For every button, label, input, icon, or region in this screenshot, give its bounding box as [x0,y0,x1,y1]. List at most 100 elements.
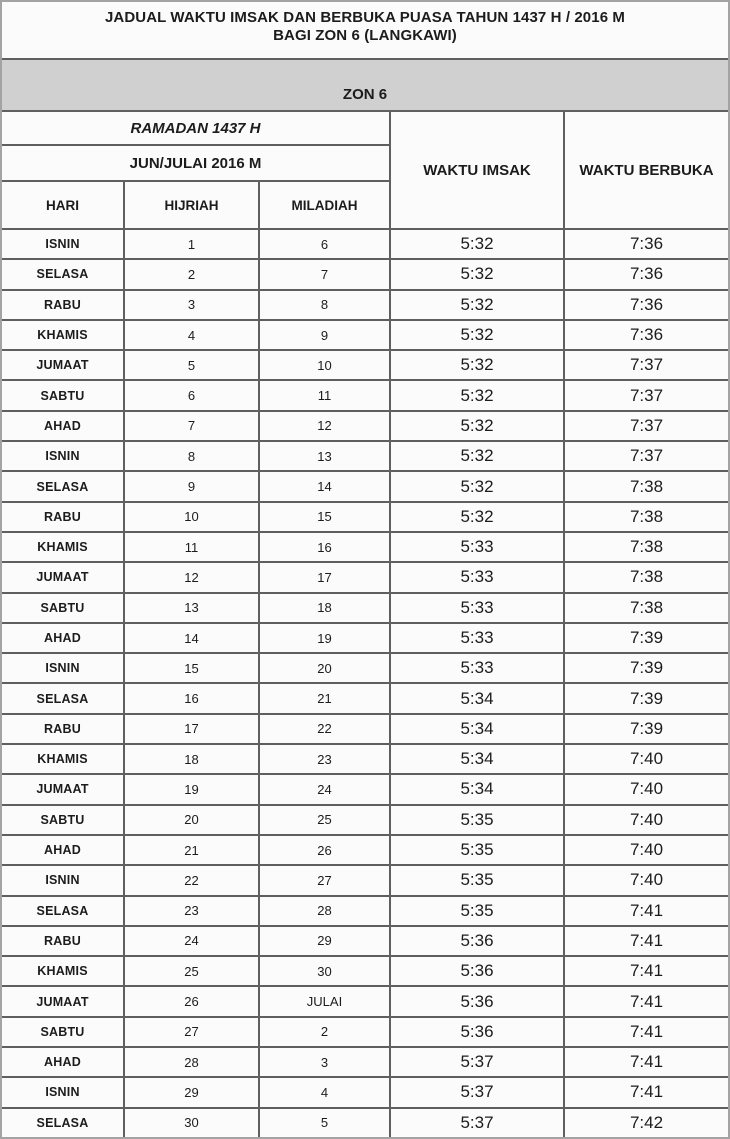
row-14-hijriah-cell: 14 [125,623,258,653]
row-24-hijriah-cell: 24 [125,926,258,956]
row-26-hari-cell: JUMAAT [2,987,123,1016]
row-26-hijriah-cell: 26 [125,987,258,1016]
row-18-imsak-cell: 5:34 [391,745,563,774]
row-20-hijriah-cell: 20 [125,805,258,834]
row-25-hijriah-cell: 25 [125,957,258,986]
row-16-berbuka-cell: 7:39 [565,684,728,713]
row-20-hari-cell: SABTU [2,805,123,834]
row-3-imsak-cell: 5:32 [391,290,563,319]
row-18-miladiah-cell: 23 [260,745,389,774]
row-22-berbuka-cell: 7:40 [565,866,728,895]
row-11-miladiah-cell: 16 [260,532,389,562]
row-1-miladiah-cell: 6 [260,230,389,259]
row-19-hari-cell: JUMAAT [2,775,123,804]
row-1-hijriah-cell: 1 [125,230,258,259]
row-28-berbuka-cell: 7:41 [565,1048,728,1077]
row-21-miladiah-cell: 26 [260,835,389,865]
row-21-berbuka-cell: 7:40 [565,835,728,865]
row-1-berbuka-cell: 7:36 [565,230,728,259]
row-25-miladiah-cell: 30 [260,957,389,986]
row-11-hari-cell: KHAMIS [2,532,123,562]
row-7-berbuka-cell: 7:37 [565,411,728,441]
row-8-berbuka-cell: 7:37 [565,442,728,471]
row-23-imsak-cell: 5:35 [391,896,563,925]
row-16-hari-cell: SELASA [2,684,123,713]
row-19-imsak-cell: 5:34 [391,775,563,804]
row-11-imsak-cell: 5:33 [391,532,563,562]
row-6-miladiah-cell: 11 [260,381,389,410]
row-20-berbuka-cell: 7:40 [565,805,728,834]
row-22-miladiah-cell: 27 [260,866,389,895]
row-17-hijriah-cell: 17 [125,714,258,744]
row-23-berbuka-cell: 7:41 [565,896,728,925]
title-line-1: JADUAL WAKTU IMSAK DAN BERBUKA PUASA TAH… [104,9,626,26]
row-12-imsak-cell: 5:33 [391,563,563,592]
row-28-imsak-cell: 5:37 [391,1048,563,1077]
row-7-hari-cell: AHAD [2,411,123,441]
header-miladiah: MILADIAH [260,182,389,228]
row-18-hari-cell: KHAMIS [2,745,123,774]
row-12-berbuka-cell: 7:38 [565,563,728,592]
row-1-hari-cell: ISNIN [2,230,123,259]
row-29-hijriah-cell: 29 [125,1078,258,1107]
row-5-berbuka-cell: 7:37 [565,351,728,380]
row-14-imsak-cell: 5:33 [391,623,563,653]
row-24-berbuka-cell: 7:41 [565,926,728,956]
row-22-imsak-cell: 5:35 [391,866,563,895]
row-18-hijriah-cell: 18 [125,745,258,774]
row-5-miladiah-cell: 10 [260,351,389,380]
row-4-miladiah-cell: 9 [260,320,389,350]
row-13-miladiah-cell: 18 [260,593,389,622]
row-15-hari-cell: ISNIN [2,654,123,683]
row-26-miladiah-cell: JULAI [260,987,389,1016]
row-6-hijriah-cell: 6 [125,381,258,410]
row-15-miladiah-cell: 20 [260,654,389,683]
row-5-hari-cell: JUMAAT [2,351,123,380]
row-14-berbuka-cell: 7:39 [565,623,728,653]
row-29-berbuka-cell: 7:41 [565,1078,728,1107]
row-11-berbuka-cell: 7:38 [565,532,728,562]
row-13-imsak-cell: 5:33 [391,593,563,622]
row-4-hari-cell: KHAMIS [2,320,123,350]
row-28-hari-cell: AHAD [2,1048,123,1077]
row-25-hari-cell: KHAMIS [2,957,123,986]
row-2-imsak-cell: 5:32 [391,260,563,289]
row-24-miladiah-cell: 29 [260,926,389,956]
row-8-hari-cell: ISNIN [2,442,123,471]
row-28-hijriah-cell: 28 [125,1048,258,1077]
row-10-miladiah-cell: 15 [260,502,389,531]
row-19-hijriah-cell: 19 [125,775,258,804]
row-25-berbuka-cell: 7:41 [565,957,728,986]
row-30-miladiah-cell: 5 [260,1108,389,1137]
row-5-hijriah-cell: 5 [125,351,258,380]
row-15-imsak-cell: 5:33 [391,654,563,683]
timetable: RAMADAN 1437 H WAKTU IMSAK WAKTU BERBUKA… [2,112,728,1137]
row-14-hari-cell: AHAD [2,623,123,653]
header-hijriah: HIJRIAH [125,182,258,228]
row-23-miladiah-cell: 28 [260,896,389,925]
header-gregorian: JUN/JULAI 2016 M [2,146,389,180]
row-9-hijriah-cell: 9 [125,472,258,501]
row-12-miladiah-cell: 17 [260,563,389,592]
row-17-imsak-cell: 5:34 [391,714,563,744]
row-18-berbuka-cell: 7:40 [565,745,728,774]
row-20-miladiah-cell: 25 [260,805,389,834]
row-5-imsak-cell: 5:32 [391,351,563,380]
row-30-hijriah-cell: 30 [125,1108,258,1137]
row-21-hari-cell: AHAD [2,835,123,865]
row-19-miladiah-cell: 24 [260,775,389,804]
row-6-berbuka-cell: 7:37 [565,381,728,410]
row-25-imsak-cell: 5:36 [391,957,563,986]
row-27-berbuka-cell: 7:41 [565,1017,728,1047]
row-15-berbuka-cell: 7:39 [565,654,728,683]
row-9-hari-cell: SELASA [2,472,123,501]
row-2-hari-cell: SELASA [2,260,123,289]
row-28-miladiah-cell: 3 [260,1048,389,1077]
row-2-hijriah-cell: 2 [125,260,258,289]
row-24-imsak-cell: 5:36 [391,926,563,956]
row-3-berbuka-cell: 7:36 [565,290,728,319]
row-8-imsak-cell: 5:32 [391,442,563,471]
row-27-hari-cell: SABTU [2,1017,123,1047]
row-13-berbuka-cell: 7:38 [565,593,728,622]
title-line-2: BAGI ZON 6 (LANGKAWI) [273,27,457,44]
